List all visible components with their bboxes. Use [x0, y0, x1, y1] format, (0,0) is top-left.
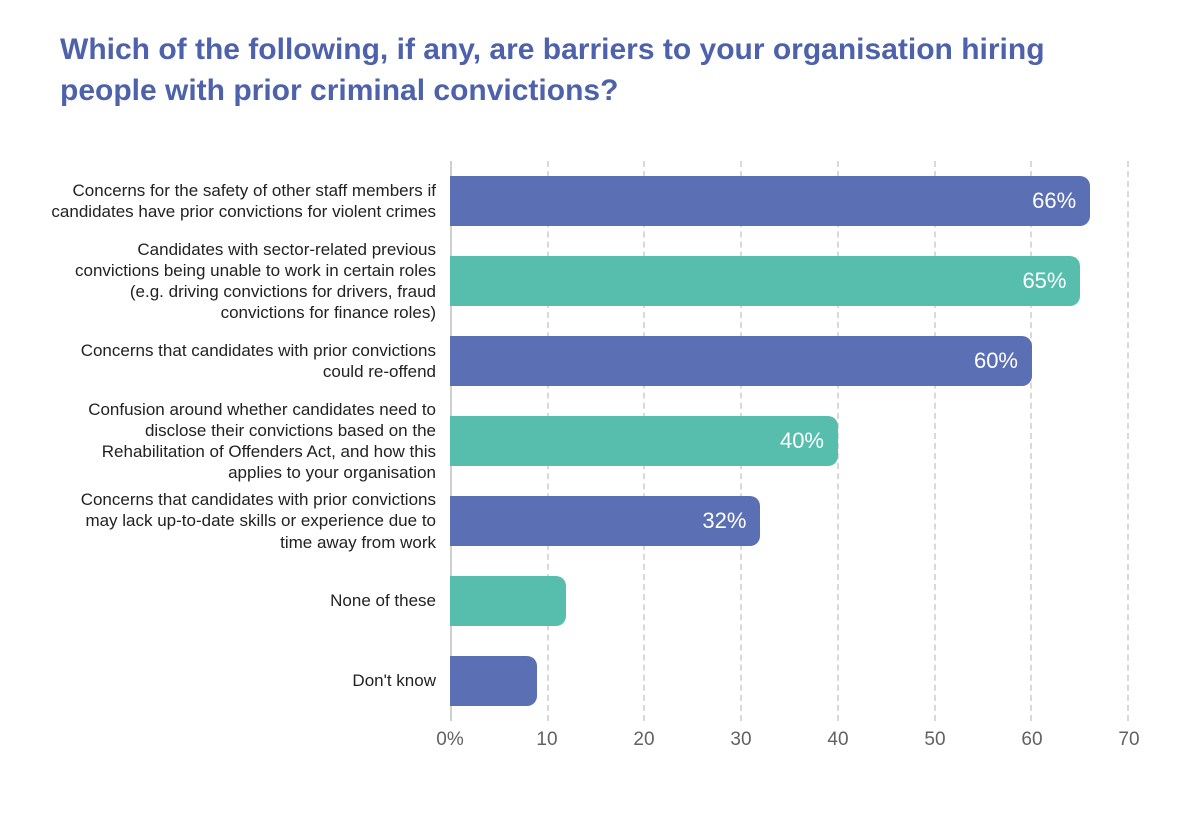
bar: 40% — [450, 416, 838, 466]
bar-label: Candidates with sector-related previous … — [50, 241, 450, 321]
bar-value: 12% — [580, 588, 624, 614]
y-axis-labels: Concerns for the safety of other staff m… — [50, 161, 450, 721]
x-tick: 40 — [827, 729, 848, 751]
x-tick: 50 — [924, 729, 945, 751]
bar: 65% — [450, 256, 1080, 306]
x-tick: 70 — [1118, 729, 1139, 751]
bar-row: 65% — [450, 241, 1129, 321]
bar-row: 12% — [450, 561, 1129, 641]
bars-container: 66% 65% 60% 40% 32% 12% 9% — [450, 161, 1129, 721]
bar: 60% — [450, 336, 1032, 386]
bar-label: Concerns for the safety of other staff m… — [50, 161, 450, 241]
bar: 12% — [450, 576, 566, 626]
bar-label: Confusion around whether candidates need… — [50, 401, 450, 481]
x-tick: 30 — [730, 729, 751, 751]
plot-area: 66% 65% 60% 40% 32% 12% 9% — [450, 161, 1129, 721]
bar-row: 40% — [450, 401, 1129, 481]
bar-value: 32% — [702, 508, 746, 534]
x-axis: 0%10203040506070 — [50, 727, 1129, 755]
bar-value: 40% — [780, 428, 824, 454]
x-tick: 20 — [633, 729, 654, 751]
bar-value: 65% — [1022, 268, 1066, 294]
bar-label: Concerns that candidates with prior conv… — [50, 481, 450, 561]
bar-value: 66% — [1032, 188, 1076, 214]
bar-row: 60% — [450, 321, 1129, 401]
bar: 66% — [450, 176, 1090, 226]
bar-label: Don't know — [50, 641, 450, 721]
chart: Concerns for the safety of other staff m… — [50, 161, 1129, 721]
bar-row: 66% — [450, 161, 1129, 241]
bar-label: None of these — [50, 561, 450, 641]
bar-value: 60% — [974, 348, 1018, 374]
bar-label: Concerns that candidates with prior conv… — [50, 321, 450, 401]
x-tick: 0% — [436, 729, 463, 751]
chart-title: Which of the following, if any, are barr… — [50, 30, 1129, 111]
bar-row: 9% — [450, 641, 1129, 721]
x-axis-ticks: 0%10203040506070 — [450, 727, 1129, 755]
bar: 9% — [450, 656, 537, 706]
x-tick: 60 — [1021, 729, 1042, 751]
bar: 32% — [450, 496, 760, 546]
bar-row: 32% — [450, 481, 1129, 561]
bar-value: 9% — [551, 668, 583, 694]
x-tick: 10 — [536, 729, 557, 751]
